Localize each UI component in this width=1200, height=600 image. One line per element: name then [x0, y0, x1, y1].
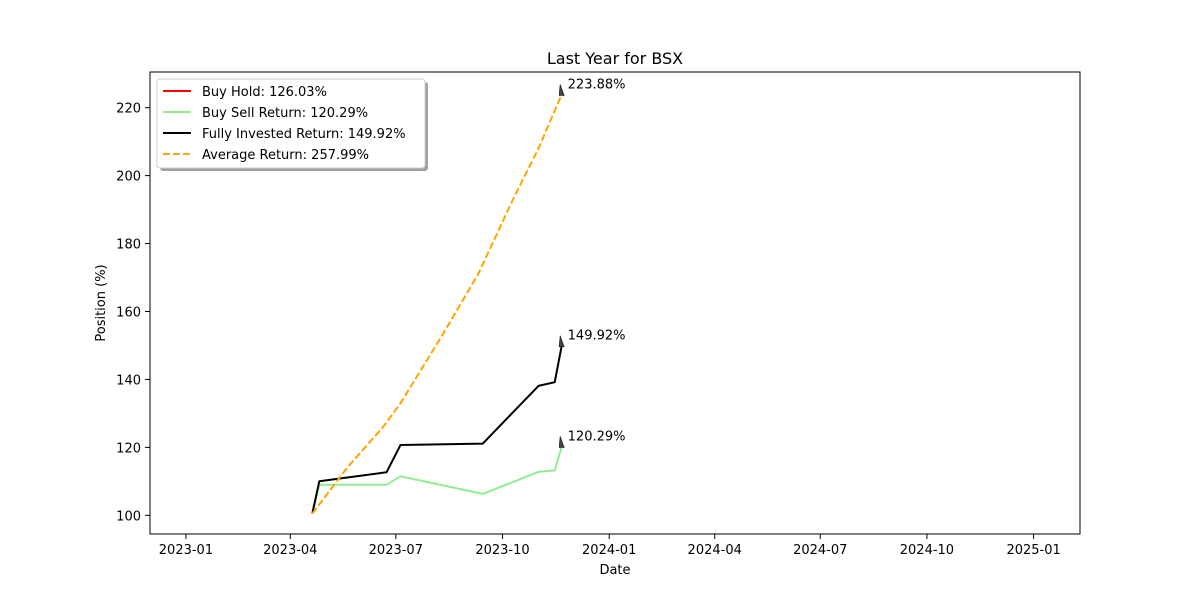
series-line-3 — [311, 94, 563, 515]
y-tick-label: 180 — [116, 238, 141, 253]
annotation-label: 223.88% — [568, 77, 626, 92]
y-tick-label: 140 — [116, 373, 141, 388]
x-tick-label: 2024-10 — [900, 543, 954, 558]
legend: Buy Hold: 126.03% Buy Sell Return: 120.29… — [156, 78, 428, 171]
annotations: 223.88% 149.92% 120.29% — [558, 77, 626, 448]
y-tick-label: 100 — [116, 509, 141, 524]
x-tick-label: 2024-07 — [793, 543, 847, 558]
annotation-arrow — [558, 335, 565, 348]
legend-label: Buy Hold: 126.03% — [202, 85, 327, 100]
series-line-2 — [311, 345, 563, 514]
y-tick-label: 120 — [116, 441, 141, 456]
y-axis: 100 120 140 160 180 200 220 — [116, 102, 150, 524]
x-tick-label: 2024-01 — [582, 543, 636, 558]
y-axis-label: Position (%) — [94, 264, 109, 341]
chart-title: Last Year for BSX — [547, 49, 683, 68]
x-tick-label: 2023-07 — [369, 543, 423, 558]
x-tick-label: 2025-01 — [1006, 543, 1060, 558]
annotation-arrow — [558, 84, 565, 96]
y-tick-label: 200 — [116, 170, 141, 185]
plot-frame — [149, 71, 1081, 535]
plot-lines — [311, 94, 563, 515]
x-tick-label: 2023-04 — [263, 543, 317, 558]
annotation-label: 149.92% — [568, 329, 626, 344]
annotation-arrow — [558, 436, 565, 448]
x-tick-label: 2023-10 — [475, 543, 529, 558]
x-tick-label: 2024-04 — [688, 543, 742, 558]
y-tick-label: 220 — [116, 102, 141, 117]
legend-label: Buy Sell Return: 120.29% — [202, 106, 368, 121]
annotation-label: 120.29% — [568, 429, 626, 444]
legend-box — [156, 78, 426, 169]
x-tick-label: 2023-01 — [159, 543, 213, 558]
legend-label: Average Return: 257.99% — [202, 148, 369, 163]
legend-label: Fully Invested Return: 149.92% — [202, 127, 406, 142]
y-tick-label: 160 — [116, 305, 141, 320]
series-line-1 — [311, 446, 563, 514]
x-axis: 2023-01 2023-04 2023-07 2023-10 2024-01 2024-… — [159, 534, 1061, 558]
x-axis-label: Date — [599, 563, 630, 578]
